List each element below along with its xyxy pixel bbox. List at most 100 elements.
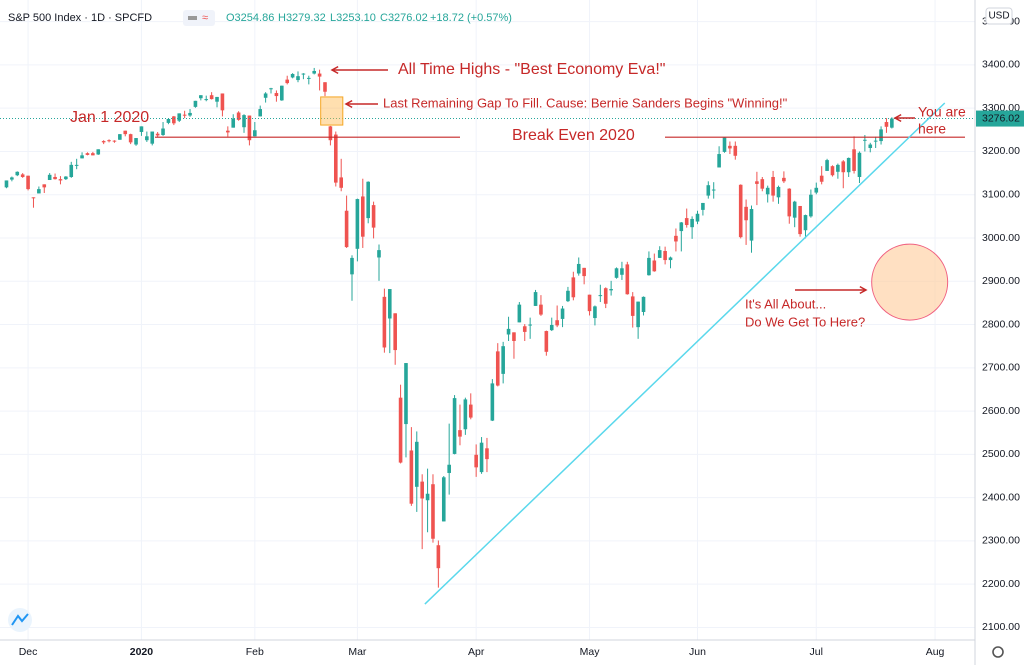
candle-body [814,187,819,193]
candle-body [819,175,824,182]
candle-body [879,129,883,142]
candle-body [728,145,732,149]
candle-body [755,181,759,184]
candle-body [474,454,478,468]
candle-body [404,363,408,425]
candle-body [787,188,792,217]
candle-body [630,296,635,316]
candle-body [690,218,694,228]
arrow-head [344,99,353,109]
y-tick-label: 2800.00 [982,318,1020,330]
candle-body [485,448,489,460]
currency-button[interactable] [985,7,1013,25]
annotations: All Time Highs - "Best Economy Eva!" Last… [70,61,966,605]
annotation: All Time Highs - "Best Economy Eva!" [398,61,665,78]
candle-body [566,290,570,302]
candle-body [4,180,9,188]
y-tick-label: 2400.00 [982,491,1020,503]
candle-body [296,76,300,81]
target-zone [871,243,949,321]
candle-body [161,128,165,136]
candle-body [145,136,149,141]
candle-body [26,175,30,190]
x-tick-label: Mar [348,646,367,658]
candle-body [549,324,554,331]
candle-body [749,209,754,241]
candle-body [647,257,651,276]
candle-body [771,176,775,196]
candle-body [695,213,700,222]
gap-box [320,96,344,126]
candle-body [679,222,684,232]
axes: 2100.00 2200.00 2300.00 2400.00 2500.00 2600.… [19,15,1024,658]
icon [188,16,197,20]
candle-body [884,122,889,127]
candle-body [231,118,236,128]
annotation: You are [918,104,966,120]
x-tick-label: Feb [246,646,264,658]
candle-body [782,177,786,182]
candle-body [668,257,673,261]
x-tick-label: Jun [689,646,706,658]
quote-low: L3253.10 [330,12,376,24]
symbol: S&P 500 Index · 1D · SPCFD [8,12,152,24]
candle-body [215,96,219,102]
quote-close: C3276.02 [380,12,428,24]
candle-body [501,346,505,374]
candle-body [393,313,397,351]
candle-body [490,383,495,421]
candle-body [452,398,457,454]
candle-body [64,176,68,180]
settings[interactable] [992,646,1004,658]
annotation: Jan 1 2020 [70,109,149,126]
annotation: Break Even 2020 [512,127,635,144]
candle-body [274,93,279,97]
candle-body [873,140,878,142]
currency: USD [988,11,1009,22]
candle-body [495,351,500,386]
candle-body [803,215,808,231]
candle-body [533,292,538,306]
annotation: here [918,121,946,137]
candle-body [571,277,576,298]
icon: ≈ [202,12,208,24]
candle-body [738,184,743,238]
y-tick-label: 3400.00 [982,59,1020,71]
candle-body [188,112,192,116]
y-tick-label: 2300.00 [982,535,1020,547]
candle-body [204,99,209,101]
candle-body [360,196,365,237]
trendline [424,102,946,605]
candle-body [323,82,327,92]
candle-body [598,295,603,297]
candle-body [636,301,640,328]
candle-body [128,134,133,143]
candle-body [10,177,14,180]
candle-body [512,332,516,341]
candle-body [701,202,705,210]
candle-body [209,95,214,100]
candle-body [587,294,592,312]
candle-body [652,260,657,272]
candle-body [172,116,176,124]
candle-body [339,177,343,188]
candle-body [20,174,25,177]
x-tick-label: Apr [468,646,485,658]
candle-body [414,441,419,487]
arrow-head [893,113,902,123]
candle-body [53,176,57,180]
y-tick-label: 2600.00 [982,405,1020,417]
candle-body [80,155,84,159]
candle-body [711,189,716,191]
candle-body [717,154,721,168]
candle-body [398,397,403,463]
quote-high: H3279.32 [278,12,326,24]
y-tick-label: 2900.00 [982,275,1020,287]
candle-body [722,137,727,152]
candle-body [150,131,155,144]
toggle-icons[interactable] [183,10,215,26]
candle-body [857,152,862,177]
candle-body [123,130,128,135]
